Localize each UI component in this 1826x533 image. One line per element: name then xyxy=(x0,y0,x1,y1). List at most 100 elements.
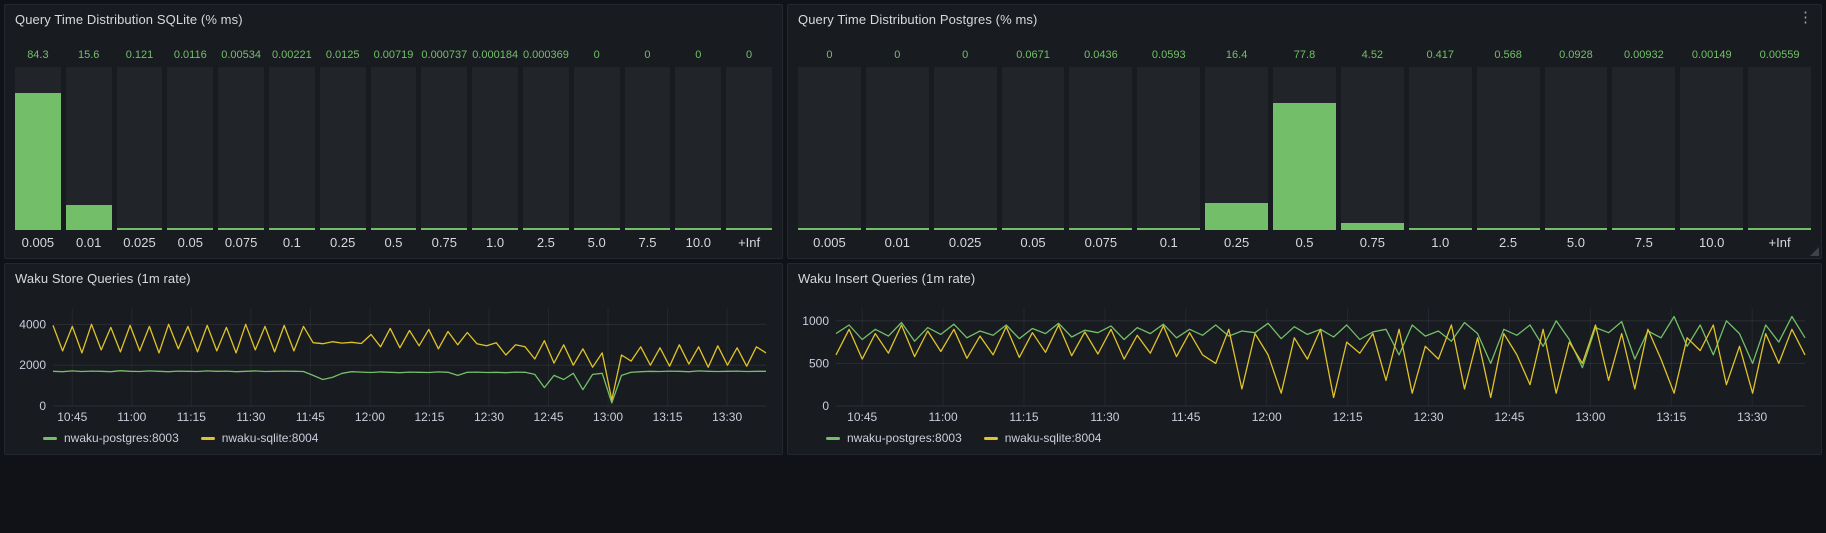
bucket-bar-fill xyxy=(675,228,722,230)
bucket-bar[interactable] xyxy=(798,67,861,230)
bucket-bar[interactable] xyxy=(1273,67,1336,230)
y-axis-label: 2000 xyxy=(19,358,46,372)
bar-row xyxy=(798,67,1811,230)
bucket-bar[interactable] xyxy=(167,67,214,230)
bucket-label: 10.0 xyxy=(685,234,711,250)
bucket-bar[interactable] xyxy=(370,67,417,230)
series-line xyxy=(52,323,767,401)
y-axis-label: 1000 xyxy=(802,314,829,328)
bucket-label-row: 0.005 0.01 0.025 0.05 0.075 0.1 0.25 0.5 0.75 1.0… xyxy=(798,230,1811,254)
x-axis-label: 12:30 xyxy=(474,410,504,424)
panel-header: Query Time Distribution SQLite (% ms) xyxy=(5,5,782,33)
panel-title[interactable]: Waku Store Queries (1m rate) xyxy=(15,270,191,286)
bar-value-label: 4.52 xyxy=(1361,49,1384,61)
bucket-bar[interactable] xyxy=(675,67,722,230)
bucket-label: 0.01 xyxy=(884,234,910,250)
legend-item-sqlite[interactable]: nwaku-sqlite:8004 xyxy=(200,431,318,445)
legend-item-postgres[interactable]: nwaku-postgres:8003 xyxy=(826,431,962,445)
bucket-bar[interactable] xyxy=(1069,67,1133,230)
bar-value-label: 0.000369 xyxy=(522,49,569,61)
bucket-bar-fill xyxy=(1748,228,1811,230)
bucket-label: 0.075 xyxy=(1084,234,1118,250)
legend-label: nwaku-sqlite:8004 xyxy=(1004,431,1102,445)
bucket-bar[interactable] xyxy=(1408,67,1472,230)
bucket-bar[interactable] xyxy=(1001,67,1065,230)
store-queries-plot[interactable]: 0 2000 4000 10:45 11:00 11:15 11:30 11:45 12:00 1… xyxy=(13,304,774,426)
bucket-label: 0.25 xyxy=(1223,234,1250,250)
bucket-bar[interactable] xyxy=(1544,67,1608,230)
bucket-label: 0.005 xyxy=(813,234,846,250)
x-axis-label: 11:30 xyxy=(1090,410,1119,424)
bucket-bar[interactable] xyxy=(15,67,61,230)
bucket-label: 2.5 xyxy=(1499,234,1518,250)
bucket-bar-fill xyxy=(1273,103,1336,230)
bucket-label: 10.0 xyxy=(1699,234,1725,250)
bucket-bar[interactable] xyxy=(1476,67,1540,230)
bucket-bar-fill xyxy=(1340,222,1404,230)
postgres-histogram[interactable]: 0 0 0 0.0671 0.0436 0.0593 16.4 77.8 4.52 0.417 0.… xyxy=(788,33,1821,258)
panel-title[interactable]: Query Time Distribution Postgres (% ms) xyxy=(798,11,1038,27)
panel-title[interactable]: Query Time Distribution SQLite (% ms) xyxy=(15,11,243,27)
bucket-bar-fill xyxy=(1069,228,1133,230)
bar-value-label: 0 xyxy=(894,49,901,61)
bucket-label: 0.1 xyxy=(282,234,301,250)
bucket-label-row: 0.005 0.01 0.025 0.05 0.075 0.1 0.25 0.5 0.75 1.0… xyxy=(15,230,772,254)
bucket-bar[interactable] xyxy=(573,67,620,230)
bucket-bar[interactable] xyxy=(933,67,997,230)
x-axis-label: 12:15 xyxy=(1333,410,1363,424)
bar-row xyxy=(15,67,772,230)
x-axis-label: 12:45 xyxy=(1494,410,1524,424)
bucket-bar[interactable] xyxy=(319,67,366,230)
bar-value-label: 0 xyxy=(826,49,833,61)
bucket-bar[interactable] xyxy=(218,67,264,230)
bucket-bar[interactable] xyxy=(472,67,518,230)
bucket-bar[interactable] xyxy=(1748,67,1811,230)
bucket-bar[interactable] xyxy=(522,67,569,230)
bucket-bar[interactable] xyxy=(1137,67,1201,230)
bucket-bar[interactable] xyxy=(65,67,112,230)
bucket-label: 0.075 xyxy=(224,234,258,250)
bucket-bar[interactable] xyxy=(865,67,929,230)
x-axis-label: 12:00 xyxy=(1252,410,1282,424)
bar-value-label: 0.0671 xyxy=(1016,49,1050,61)
bucket-bar-fill xyxy=(1544,228,1608,230)
bucket-bar[interactable] xyxy=(1340,67,1404,230)
bucket-bar[interactable] xyxy=(726,67,772,230)
x-axis-label: 11:15 xyxy=(1009,410,1038,424)
legend-item-sqlite[interactable]: nwaku-sqlite:8004 xyxy=(983,431,1102,445)
x-axis-label: 13:00 xyxy=(593,410,623,424)
bucket-bar[interactable] xyxy=(1205,67,1269,230)
bucket-bar-fill xyxy=(865,228,929,230)
bucket-bar[interactable] xyxy=(1612,67,1676,230)
x-axis-label: 10:45 xyxy=(847,410,877,424)
bucket-bar-fill xyxy=(522,228,569,230)
x-axis-label: 11:30 xyxy=(236,410,265,424)
time-series-svg: 0 500 1000 10:45 11:00 11:15 11:30 11:45 12:00 12… xyxy=(802,308,1806,424)
x-axis-label: 13:15 xyxy=(1656,410,1686,424)
bucket-bar[interactable] xyxy=(268,67,315,230)
insert-queries-plot[interactable]: 0 500 1000 10:45 11:00 11:15 11:30 11:45 12:00 12… xyxy=(796,304,1813,426)
panel-query-time-postgres: Query Time Distribution Postgres (% ms) … xyxy=(787,4,1822,259)
panel-menu-icon[interactable]: ⋮ xyxy=(1798,9,1813,26)
legend-label: nwaku-postgres:8003 xyxy=(847,431,962,445)
legend-item-postgres[interactable]: nwaku-postgres:8003 xyxy=(43,431,179,445)
panel-resize-handle[interactable] xyxy=(1810,247,1819,256)
bucket-label: 0.025 xyxy=(948,234,982,250)
panel-title[interactable]: Waku Insert Queries (1m rate) xyxy=(798,270,976,286)
bucket-label: 0.005 xyxy=(21,234,55,250)
bucket-bar-fill xyxy=(1205,203,1269,230)
y-axis-label: 500 xyxy=(809,356,829,370)
bar-value-label: 0.00559 xyxy=(1759,49,1800,61)
bucket-label: 0.75 xyxy=(1359,234,1386,250)
bar-value-label: 0 xyxy=(593,49,600,61)
store-queries-body: 0 2000 4000 10:45 11:00 11:15 11:30 11:45 12:00 1… xyxy=(5,292,782,454)
bar-value-label: 0.0125 xyxy=(325,49,360,61)
sqlite-histogram[interactable]: 84.3 15.6 0.121 0.0116 0.00534 0.00221 0.0125 0… xyxy=(5,33,782,258)
panel-query-time-sqlite: Query Time Distribution SQLite (% ms) 84… xyxy=(4,4,783,259)
bucket-bar[interactable] xyxy=(1680,67,1744,230)
bucket-bar[interactable] xyxy=(421,67,468,230)
bucket-label: 0.1 xyxy=(1159,234,1178,250)
bucket-bar[interactable] xyxy=(624,67,671,230)
x-axis-label: 11:00 xyxy=(117,410,146,424)
bucket-bar[interactable] xyxy=(116,67,163,230)
